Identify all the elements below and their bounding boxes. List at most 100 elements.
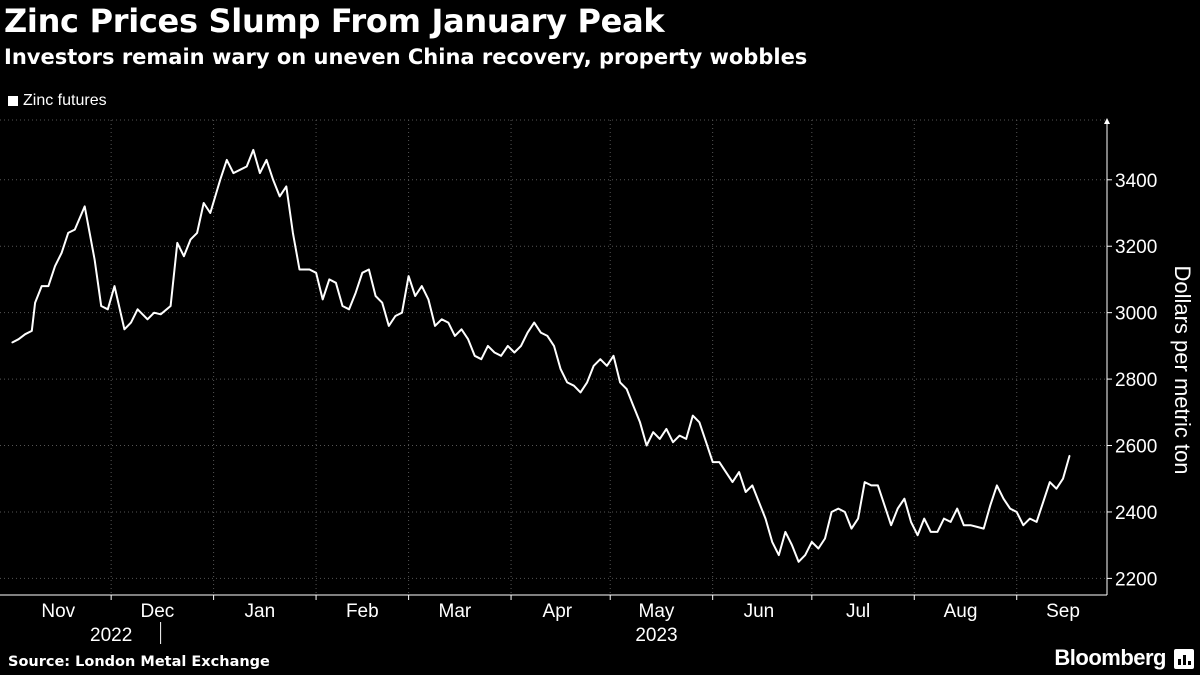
data-point xyxy=(375,295,377,297)
data-point xyxy=(265,159,268,161)
data-point xyxy=(279,195,281,197)
data-point xyxy=(1029,518,1031,520)
data-point xyxy=(738,471,740,473)
data-point xyxy=(368,268,370,271)
legend-swatch xyxy=(8,96,18,106)
y-tick-label: 2200 xyxy=(1115,569,1157,590)
data-point xyxy=(146,318,149,320)
data-point xyxy=(335,282,337,284)
data-point xyxy=(401,312,403,314)
data-point xyxy=(692,415,694,417)
data-point xyxy=(883,504,886,506)
data-point xyxy=(153,312,155,314)
data-point xyxy=(791,544,793,546)
data-point xyxy=(328,278,330,280)
data-point xyxy=(520,345,522,347)
data-point xyxy=(130,322,132,324)
data-point xyxy=(100,305,102,307)
data-point xyxy=(712,461,714,463)
data-point xyxy=(646,444,648,447)
data-point xyxy=(996,484,998,486)
y-tick-label: 2600 xyxy=(1115,437,1157,458)
data-point xyxy=(877,484,879,486)
data-point xyxy=(850,528,853,530)
data-point xyxy=(778,554,780,556)
y-axis-arrow xyxy=(1104,118,1110,124)
data-point xyxy=(219,179,221,181)
data-point xyxy=(1009,508,1011,510)
data-point xyxy=(94,258,96,261)
data-point xyxy=(355,292,357,294)
y-tick-label: 3200 xyxy=(1115,237,1157,258)
data-point xyxy=(361,272,363,274)
data-point xyxy=(54,265,56,267)
data-point xyxy=(480,358,482,360)
x-axis: Nov Dec Jan Feb Mar Apr May Jun Jul Aug Sep 2022 202… xyxy=(0,594,1107,646)
data-point xyxy=(897,508,899,510)
x-year-label: 2022 xyxy=(90,625,132,646)
x-year-label: 2023 xyxy=(635,625,677,646)
data-point xyxy=(11,342,13,344)
source-note: Source: London Metal Exchange xyxy=(8,654,270,670)
data-point xyxy=(837,508,839,510)
data-point xyxy=(831,511,833,513)
legend: Zinc futures xyxy=(8,92,107,110)
data-point xyxy=(718,461,720,463)
data-point xyxy=(1049,481,1051,483)
data-point xyxy=(527,332,529,334)
data-point xyxy=(956,508,958,510)
data-point xyxy=(441,318,443,320)
data-point xyxy=(983,528,985,530)
data-point xyxy=(917,534,919,536)
data-point xyxy=(857,518,859,520)
data-point xyxy=(113,285,116,287)
data-point xyxy=(619,381,621,383)
data-point xyxy=(487,345,489,347)
bloomberg-chart-icon xyxy=(1174,649,1194,669)
data-point xyxy=(183,255,185,257)
data-point xyxy=(903,498,906,500)
data-point xyxy=(599,358,601,360)
data-point xyxy=(745,491,747,493)
data-point xyxy=(408,275,410,277)
data-point xyxy=(41,285,43,287)
data-point xyxy=(61,252,63,254)
data-point xyxy=(784,531,787,533)
y-tick-label: 2400 xyxy=(1115,503,1157,524)
data-point xyxy=(507,345,509,347)
data-point xyxy=(467,338,469,340)
data-point xyxy=(864,481,866,483)
data-point xyxy=(573,385,575,387)
data-point xyxy=(34,302,36,304)
data-point xyxy=(731,481,734,483)
data-point xyxy=(246,165,248,168)
data-point xyxy=(388,325,390,327)
data-point xyxy=(606,365,608,367)
data-point xyxy=(454,335,456,337)
data-point xyxy=(989,504,991,506)
data-point xyxy=(679,435,681,437)
data-point xyxy=(771,541,773,543)
data-point xyxy=(540,332,542,334)
data-point xyxy=(341,305,344,307)
data-point xyxy=(176,242,178,244)
data-point xyxy=(817,547,820,550)
data-point xyxy=(566,381,568,383)
data-point xyxy=(705,441,707,443)
data-point xyxy=(672,441,674,443)
data-point xyxy=(1042,501,1044,503)
data-point xyxy=(969,524,972,526)
data-point xyxy=(553,345,555,347)
series-line-zinc-futures xyxy=(11,148,1071,563)
y-tick-label: 3400 xyxy=(1115,171,1157,192)
data-point xyxy=(315,272,317,274)
data-point xyxy=(513,351,516,354)
data-point xyxy=(1069,454,1071,457)
data-point xyxy=(910,521,912,523)
data-point xyxy=(272,179,274,181)
data-point xyxy=(950,521,952,523)
data-point xyxy=(292,232,294,234)
data-point xyxy=(870,484,872,486)
data-point xyxy=(196,232,198,234)
